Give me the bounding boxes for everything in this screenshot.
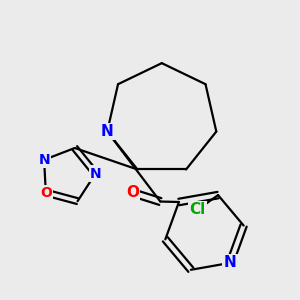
Text: O: O	[40, 186, 52, 200]
Text: O: O	[126, 185, 139, 200]
Text: N: N	[224, 255, 236, 270]
Text: Cl: Cl	[189, 202, 206, 217]
Text: N: N	[101, 124, 114, 139]
Text: N: N	[90, 167, 101, 181]
Text: N: N	[38, 153, 50, 167]
